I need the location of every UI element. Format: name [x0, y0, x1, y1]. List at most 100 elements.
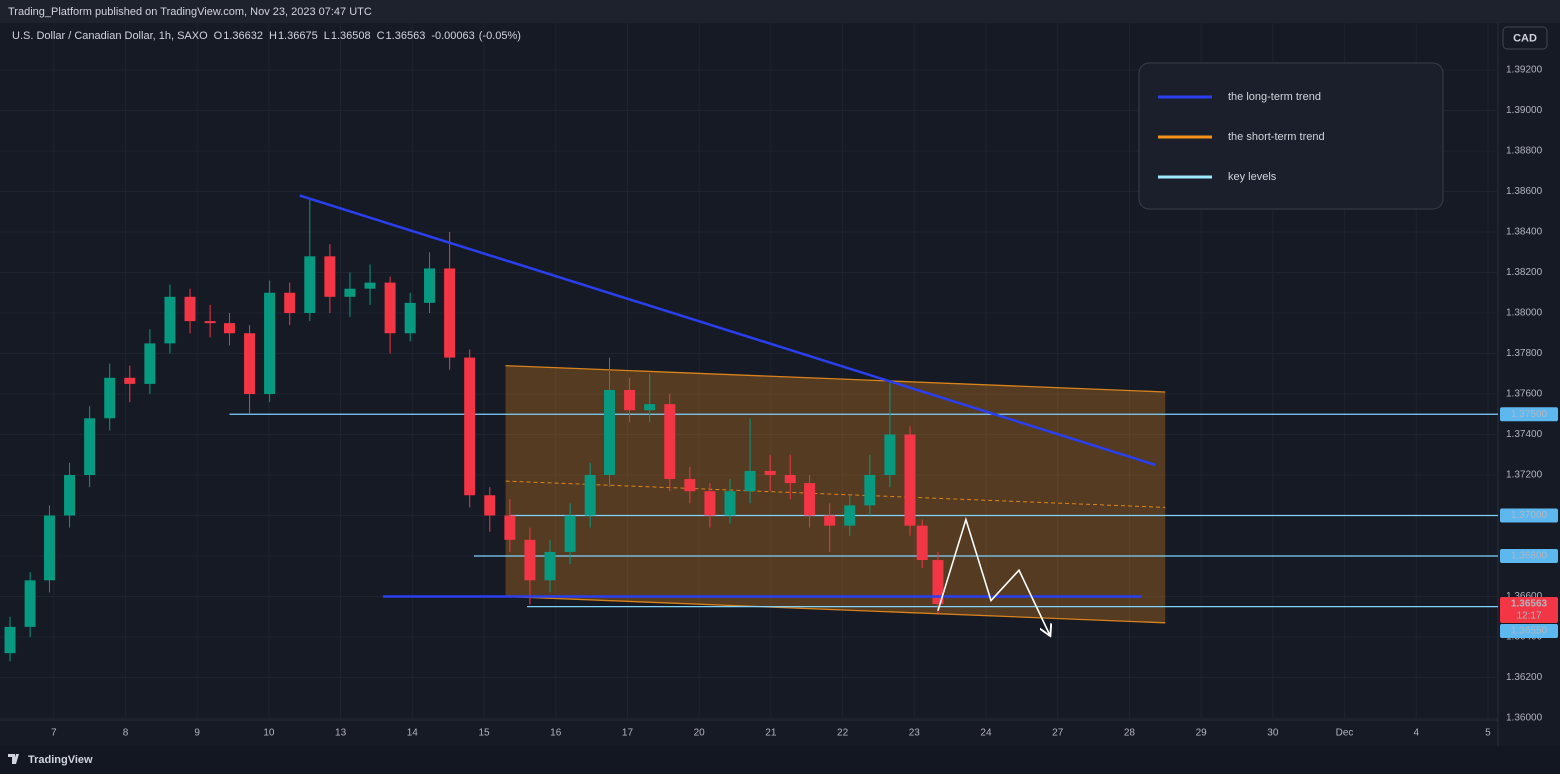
- candle-body: [704, 491, 716, 516]
- ohlc-label: L: [324, 30, 330, 42]
- candle-body: [204, 321, 216, 324]
- ohlc-label: O: [214, 30, 223, 42]
- ohlc-label: H: [269, 30, 277, 42]
- x-tick-label: 28: [1124, 728, 1136, 739]
- level-tag-bg: [1500, 549, 1558, 563]
- candle-body: [764, 470, 776, 475]
- change-percent: (-0.05%): [479, 30, 521, 42]
- candle-body: [84, 418, 96, 475]
- ohlc-value: 1.36675: [278, 30, 318, 42]
- candle-body: [584, 475, 596, 516]
- x-tick-label: 10: [263, 728, 275, 739]
- candle-body: [164, 296, 176, 344]
- candle-body: [344, 288, 356, 297]
- x-tick-label: 16: [550, 728, 562, 739]
- candle-body: [564, 515, 576, 552]
- candle-body: [64, 475, 76, 516]
- candle-body: [264, 292, 276, 394]
- legend-label: key levels: [1228, 171, 1277, 183]
- x-tick-label: 29: [1196, 728, 1208, 739]
- footer-text: TradingView: [28, 754, 93, 766]
- header: Trading_Platform published on TradingVie…: [8, 6, 372, 18]
- candle-body: [184, 296, 196, 322]
- legend-box: [1138, 62, 1444, 210]
- y-tick-label: 1.36600: [1506, 591, 1543, 602]
- y-tick-label: 1.38400: [1506, 227, 1543, 238]
- candle-body: [824, 515, 836, 526]
- candle-body: [284, 292, 296, 313]
- candle-body: [144, 343, 156, 384]
- x-tick-label: 9: [194, 728, 200, 739]
- y-tick-label: 1.37800: [1506, 348, 1543, 359]
- candle-body: [916, 525, 928, 561]
- candle-body: [604, 389, 616, 475]
- candle-body: [504, 515, 516, 540]
- candle-body: [864, 475, 876, 506]
- ohlc-label: C: [377, 30, 385, 42]
- x-tick-label: 27: [1052, 728, 1064, 739]
- y-tick-label: 1.38800: [1506, 146, 1543, 157]
- candle-body: [424, 268, 436, 303]
- level-tag-bg: [1500, 407, 1558, 422]
- symbol-info: U.S. Dollar / Canadian Dollar, 1h, SAXO …: [12, 30, 521, 42]
- x-tick-label: 17: [622, 728, 634, 739]
- legend-label: the short-term trend: [1228, 131, 1325, 143]
- x-tick-label: 5: [1485, 728, 1491, 739]
- candle-body: [24, 580, 36, 627]
- x-tick-label: 13: [335, 728, 347, 739]
- level-tag-bg: [1500, 508, 1558, 523]
- ohlc-value: 1.36563: [386, 30, 426, 42]
- footer-bar: [0, 746, 1560, 774]
- currency-button[interactable]: CAD: [1502, 26, 1548, 50]
- level-tag: 1.37000: [1511, 510, 1548, 521]
- candle-body: [223, 323, 235, 334]
- top-bar: [0, 0, 1560, 23]
- candle-body: [744, 470, 756, 492]
- candle-body: [904, 434, 916, 526]
- currency-button-label[interactable]: CAD: [1513, 32, 1537, 44]
- candle-body: [464, 357, 476, 496]
- channel-lower: [505, 595, 1166, 624]
- x-tick-label: 21: [765, 728, 777, 739]
- y-tick-label: 1.39200: [1506, 65, 1543, 76]
- candle-body: [404, 302, 416, 334]
- candle-body: [524, 539, 536, 581]
- candle-body: [844, 505, 856, 526]
- candle-body: [884, 434, 896, 475]
- candle-body: [804, 483, 816, 516]
- x-tick-label: Dec: [1336, 728, 1354, 739]
- x-tick-label: 8: [123, 728, 129, 739]
- long-term-trend: [299, 194, 1156, 467]
- y-tick-label: 1.37200: [1506, 470, 1543, 481]
- footer-logo: TradingView: [8, 754, 93, 766]
- level-tag: 1.36550: [1511, 626, 1548, 637]
- candle-body: [244, 333, 256, 394]
- y-tick-label: 1.36000: [1506, 713, 1543, 724]
- x-tick-label: 20: [694, 728, 706, 739]
- x-tick-label: 14: [407, 728, 419, 739]
- candle-body: [444, 268, 456, 358]
- channel-upper: [505, 365, 1166, 393]
- currency-button-frame[interactable]: [1502, 26, 1548, 50]
- candle-body: [624, 389, 636, 411]
- candle-body: [43, 515, 55, 581]
- level-tag: 1.36800: [1511, 551, 1548, 562]
- axes: 1.360001.362001.364001.366001.368001.370…: [51, 65, 1558, 739]
- x-tick-label: 23: [909, 728, 921, 739]
- level-tag: 1.37500: [1511, 409, 1548, 420]
- countdown: 12:17: [1516, 611, 1541, 622]
- channel-middle: [505, 480, 1166, 508]
- candle-body: [304, 256, 316, 313]
- y-tick-label: 1.37600: [1506, 389, 1543, 400]
- candle-body: [324, 256, 336, 297]
- logo-mark: [8, 754, 19, 764]
- x-tick-label: 30: [1267, 728, 1279, 739]
- y-tick-label: 1.38600: [1506, 186, 1543, 197]
- overlay: [299, 194, 1156, 635]
- candles: [4, 199, 944, 662]
- candle-body: [384, 282, 396, 334]
- y-tick-label: 1.37400: [1506, 429, 1543, 440]
- candle-body: [784, 475, 796, 484]
